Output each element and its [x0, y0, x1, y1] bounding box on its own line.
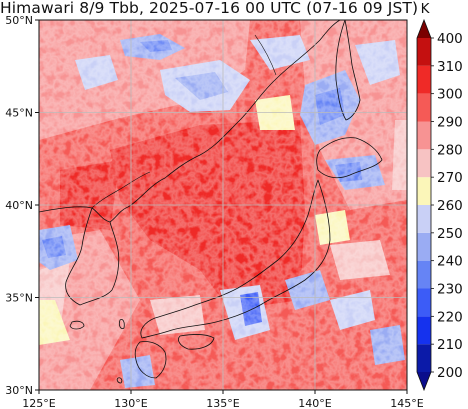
colorbar-segment [417, 38, 431, 66]
colorbar-segment [417, 316, 431, 345]
borders [91, 34, 277, 209]
colorbar-label: 240 [437, 254, 463, 270]
axis-ticks: 125°E 130°E 135°E 140°E 145°E 30°N 35°N 40°N 45°… [5, 14, 424, 409]
colorbar-segment [417, 232, 431, 261]
colorbar-unit: K [421, 1, 431, 17]
colorbar-segment [417, 149, 431, 178]
colorbar-label: 230 [437, 282, 463, 298]
map-title: Himawari 8/9 Tbb, 2025-07-16 00 UTC (07-… [0, 0, 419, 17]
lat-tick-label: 35°N [5, 292, 33, 305]
colorbar-label: 310 [437, 59, 463, 75]
lon-tick-label: 135°E [206, 397, 239, 409]
colorbar-segment [417, 177, 431, 205]
colorbar-label: 270 [437, 170, 463, 186]
colorbar-segment [417, 121, 431, 150]
colorbar-label: 290 [437, 115, 463, 131]
colorbar-label: 260 [437, 198, 463, 214]
colorbar-label: 280 [437, 142, 463, 158]
colorbar-label: 210 [437, 337, 463, 353]
colorbar-segment [417, 205, 431, 233]
colorbar-extend-low [417, 372, 431, 390]
lat-tick-label: 40°N [5, 199, 33, 212]
colorbar-segment [417, 288, 431, 317]
colorbar-label: 300 [437, 87, 463, 103]
colorbar-label: 220 [437, 309, 463, 325]
coastlines [39, 20, 383, 384]
gridlines [39, 20, 407, 390]
colorbar-segment [417, 65, 431, 94]
lon-tick-label: 130°E [114, 397, 147, 409]
colorbar-extend-high [417, 20, 431, 38]
colorbar: 200 210 220 230 240 250 260 270 280 290 300 310 400 K [416, 1, 463, 392]
lat-tick-label: 30°N [5, 384, 33, 397]
colorbar-segment [417, 93, 431, 122]
colorbar-segment [417, 344, 431, 372]
colorbar-label: 250 [437, 226, 463, 242]
lon-tick-label: 125°E [22, 397, 55, 409]
lat-tick-label: 50°N [5, 14, 33, 27]
colorbar-label: 400 [437, 31, 463, 47]
lat-tick-label: 45°N [5, 107, 33, 120]
lon-tick-label: 145°E [390, 397, 423, 409]
colorbar-segment [417, 260, 431, 289]
colorbar-label: 200 [437, 365, 463, 381]
lon-tick-label: 140°E [298, 397, 331, 409]
